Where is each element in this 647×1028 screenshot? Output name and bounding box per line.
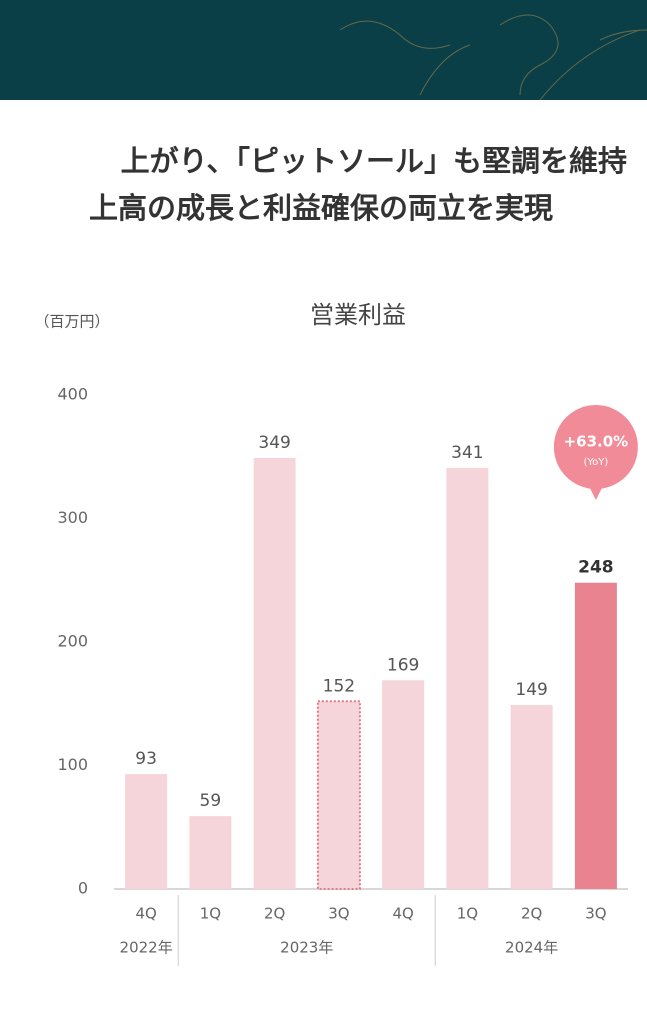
- bar: [574, 582, 617, 889]
- unit-label: （百万円）: [34, 313, 109, 331]
- group-label: 2023年: [280, 939, 333, 957]
- bar: [189, 816, 232, 889]
- value-label: 341: [451, 443, 483, 463]
- callout-pointer: [589, 488, 602, 500]
- x-tick-label: 4Q: [392, 905, 413, 923]
- x-tick-label: 2Q: [264, 905, 285, 923]
- value-label: 349: [258, 433, 290, 453]
- value-label: 59: [200, 791, 222, 811]
- value-label: 93: [135, 749, 157, 769]
- y-tick-label: 200: [57, 632, 88, 651]
- y-tick-label: 0: [78, 879, 88, 898]
- x-tick-label: 3Q: [585, 905, 606, 923]
- x-tick-label: 1Q: [457, 905, 478, 923]
- callout-text: +63.0%: [564, 433, 629, 451]
- header-band: [0, 0, 647, 100]
- y-tick-label: 300: [57, 508, 88, 527]
- bar: [316, 700, 361, 891]
- bar: [446, 467, 489, 889]
- heading-line: 上高の成長と利益確保の両立を実現: [89, 191, 553, 225]
- y-tick-label: 100: [57, 755, 88, 774]
- callout-bubble: [553, 405, 638, 489]
- x-tick-label: 3Q: [328, 905, 349, 923]
- group-label: 2024年: [505, 939, 558, 957]
- bar: [253, 457, 296, 889]
- x-tick-label: 2Q: [521, 905, 542, 923]
- value-label: 152: [323, 676, 355, 696]
- bar: [510, 704, 553, 889]
- x-tick-label: 4Q: [135, 905, 156, 923]
- bar: [125, 774, 168, 889]
- value-label: 149: [515, 680, 547, 700]
- heading-line: 上がり、「ピットソール」も堅調を維持: [121, 144, 627, 178]
- y-tick-label: 400: [57, 385, 88, 404]
- value-label: 169: [387, 655, 419, 675]
- chart-title: 営業利益: [310, 301, 406, 329]
- group-label: 2022年: [120, 939, 173, 957]
- bar: [382, 680, 425, 889]
- x-tick-label: 1Q: [200, 905, 221, 923]
- header-ornament: [339, 14, 647, 101]
- callout-subtext: (YoY): [583, 457, 608, 468]
- value-label: 248: [578, 558, 614, 578]
